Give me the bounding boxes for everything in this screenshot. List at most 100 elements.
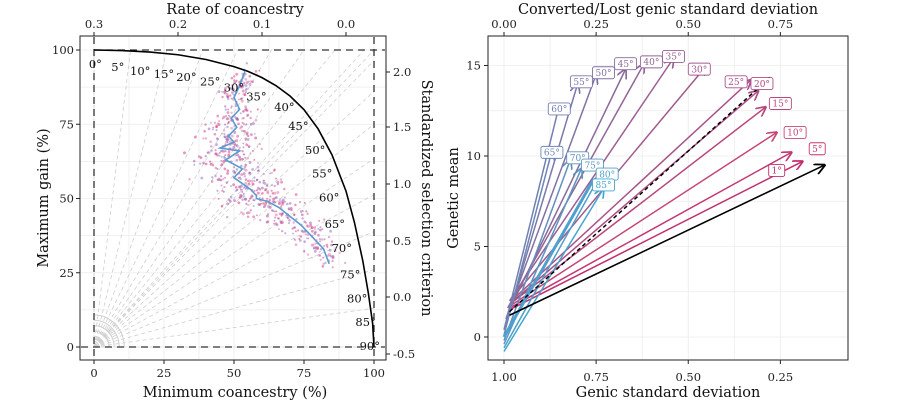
- left-scatter-point: [204, 137, 207, 140]
- left-scatter-point: [225, 136, 229, 140]
- left-scatter-point: [247, 211, 251, 215]
- left-scatter-point: [240, 173, 243, 176]
- left-scatter-point: [277, 217, 280, 220]
- left-angle-label: 65°: [325, 217, 345, 231]
- left-scatter-point: [298, 239, 302, 242]
- left-scatter-point: [270, 189, 273, 192]
- left-scatter-point: [246, 138, 250, 141]
- left-scatter-point: [294, 243, 298, 247]
- left-scatter-point: [224, 114, 228, 118]
- right-angle-box: [592, 66, 615, 80]
- left-scatter-point: [258, 203, 262, 207]
- left-angle-ray: [93, 49, 204, 348]
- left-y-axis-title: Maximum gain (%): [36, 128, 52, 267]
- left-right-tick-label: 1.5: [393, 120, 411, 134]
- left-scatter-point: [244, 137, 247, 140]
- right-angle-box-label: 35°: [666, 53, 682, 63]
- left-scatter-point: [279, 178, 283, 181]
- left-scatter-point: [236, 188, 239, 191]
- left-scatter-point: [217, 197, 220, 200]
- left-scatter-point: [251, 150, 254, 153]
- left-angle-ray: [93, 123, 375, 348]
- left-scatter-point: [216, 167, 219, 171]
- right-arrows: [502, 58, 825, 352]
- left-scatter-point: [210, 145, 213, 148]
- left-scatter-point: [244, 187, 247, 190]
- left-scatter-point: [210, 121, 212, 124]
- left-scatter-point: [249, 116, 252, 120]
- left-scatter-point: [319, 226, 322, 229]
- left-scatter-point: [280, 180, 284, 184]
- left-scatter-point: [211, 128, 214, 131]
- left-angle-ray: [93, 49, 168, 348]
- left-scatter-point: [293, 226, 296, 229]
- left-scatter-point: [233, 81, 236, 85]
- right-angle-box: [540, 145, 564, 159]
- left-scatter-point: [202, 161, 205, 165]
- left-scatter-point: [281, 198, 285, 202]
- left-scatter-point: [245, 81, 249, 84]
- left-angle-label: 15°: [154, 67, 174, 81]
- left-scatter-point: [193, 163, 196, 166]
- left-scatter-point: [235, 144, 239, 148]
- left-scatter-point: [242, 142, 245, 145]
- left-scatter-point: [238, 92, 241, 95]
- left-scatter-point: [274, 213, 278, 217]
- left-angle-label: 10°: [130, 64, 150, 78]
- left-scatter-point: [235, 72, 239, 76]
- left-scatter-point: [244, 178, 248, 181]
- left-lines: [81, 37, 385, 359]
- left-scatter-point: [226, 141, 229, 144]
- left-angle-label: 80°: [347, 291, 367, 305]
- left-scatter-point: [200, 176, 204, 180]
- left-angle-ray: [93, 49, 132, 348]
- left-angle-label: 5°: [111, 60, 124, 74]
- left-scatter-point: [247, 134, 250, 138]
- left-scatter-point: [257, 162, 260, 165]
- left-scatter-point: [244, 84, 248, 87]
- right-y-tick-label: 5: [474, 240, 481, 254]
- left-scatter-point: [311, 256, 313, 259]
- left-scatter-point: [218, 154, 221, 157]
- left-scatter-point: [253, 199, 256, 202]
- left-scatter-point: [246, 114, 249, 118]
- left-scatter-point: [252, 204, 255, 208]
- left-angle-ray: [93, 49, 336, 348]
- left-scatter-point: [246, 215, 250, 219]
- left-angle-label: 40°: [274, 100, 294, 114]
- left-scatter-point: [306, 224, 309, 227]
- left-scatter-point: [265, 183, 269, 186]
- left-origin-arc: [93, 325, 115, 348]
- left-scatter-point: [327, 253, 331, 257]
- left-scatter-point: [321, 228, 324, 231]
- left-scatter-point: [224, 176, 226, 179]
- left-scatter-point: [250, 179, 254, 183]
- left-angle-label: 85°: [355, 315, 375, 329]
- left-scatter-point: [317, 233, 320, 237]
- left-scatter-point: [300, 229, 304, 233]
- left-scatter-point: [330, 243, 333, 247]
- left-scatter-point: [209, 140, 212, 144]
- right-angle-box: [768, 97, 792, 110]
- left-y-tick-label: 100: [52, 43, 74, 57]
- left-scatter-point: [262, 179, 265, 182]
- left-scatter-point: [224, 154, 227, 157]
- left-scatter-point: [247, 179, 251, 183]
- left-scatter-point: [232, 79, 236, 82]
- left-scatter-point: [266, 197, 269, 200]
- right-panel: 1° 5° 10° 15°20° 25° 30° 35° 40° 45° 50° 55° 60° 65°…: [446, 2, 849, 400]
- right-arrow: [509, 161, 803, 311]
- left-scatter-point: [331, 254, 335, 258]
- left-scatter-point: [259, 219, 262, 222]
- left-scatter-point: [243, 197, 247, 201]
- left-scatter-point: [275, 177, 277, 180]
- left-scatter-point: [225, 181, 229, 184]
- left-scatter-point: [242, 158, 245, 161]
- left-scatter-point: [240, 211, 243, 214]
- right-angle-box-label: 55°: [573, 78, 589, 88]
- left-scatter-point: [327, 236, 330, 239]
- left-scatter-point: [242, 84, 245, 88]
- left-scatter-point: [237, 201, 241, 205]
- left-scatter-point: [272, 169, 276, 172]
- left-angle-label: 45°: [288, 119, 308, 133]
